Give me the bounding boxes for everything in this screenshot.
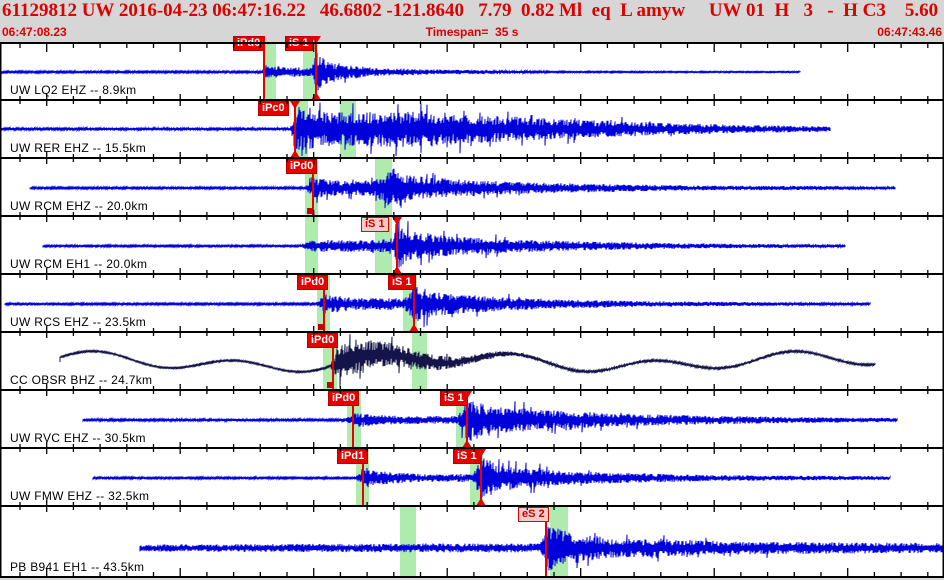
- phase-pick-line[interactable]: [315, 36, 317, 100]
- trace-row: iPd0 iS 1 UW LQ2 EHZ -- 8.9km: [0, 36, 944, 100]
- pick-marker-triangle-down: [311, 36, 321, 44]
- seismogram-waveform[interactable]: [0, 42, 944, 100]
- pick-marker-triangle-down: [290, 101, 300, 109]
- phase-pick-label[interactable]: iPd0: [233, 36, 265, 51]
- pick-marker-triangle-up: [462, 440, 472, 448]
- phase-pick-label[interactable]: iS 1: [388, 275, 416, 290]
- phase-pick-label[interactable]: eS 2: [518, 507, 549, 522]
- station-channel-label: UW RVC EHZ -- 30.5km: [10, 431, 146, 445]
- station-channel-label: UW LQ2 EHZ -- 8.9km: [10, 83, 137, 97]
- trace-row: iPd0 UW RCM EHZ -- 20.0km: [0, 158, 944, 216]
- pick-foot-marker: [307, 208, 313, 214]
- pick-marker-triangle-up: [392, 266, 402, 274]
- pick-foot-marker: [327, 382, 333, 388]
- event-summary-header: 61129812 UW 2016-04-23 06:47:16.22 46.68…: [2, 0, 944, 21]
- pick-marker-triangle-up: [476, 498, 486, 506]
- station-channel-label: UW RCS EHZ -- 23.5km: [10, 315, 147, 329]
- trace-row: iPd0 iS 1 UW RCS EHZ -- 23.5km: [0, 274, 944, 332]
- pick-marker-triangle-down: [476, 449, 486, 457]
- phase-pick-label[interactable]: iPd0: [307, 333, 339, 348]
- station-channel-label: UW RCM EH1 -- 20.0km: [10, 257, 148, 271]
- trace-row: eS 2 PB B941 EH1 -- 43.5km: [0, 506, 944, 577]
- phase-pick-label[interactable]: iPc0: [258, 101, 289, 116]
- pick-marker-triangle-down: [462, 391, 472, 399]
- timespan-label: Timespan= 35 s: [425, 24, 519, 39]
- pick-foot-marker: [318, 324, 324, 330]
- window-end-time: 06:47:43.46: [877, 24, 942, 39]
- pick-marker-triangle-up: [409, 324, 419, 332]
- station-channel-label: UW FMW EHZ -- 32.5km: [10, 489, 150, 503]
- trace-row: iS 1 UW RCM EH1 -- 20.0km: [0, 216, 944, 274]
- pick-marker-triangle-up: [311, 92, 321, 100]
- trace-row: iPd1 iS 1 UW FMW EHZ -- 32.5km: [0, 448, 944, 506]
- trace-row: iPc0 UW RER EHZ -- 15.5km: [0, 100, 944, 158]
- window-start-time: 06:47:08.23: [2, 24, 67, 39]
- station-channel-label: PB B941 EH1 -- 43.5km: [10, 560, 145, 574]
- pick-marker-triangle-down: [392, 217, 402, 225]
- station-channel-label: UW RER EHZ -- 15.5km: [10, 141, 147, 155]
- trace-area[interactable]: iPd0 iS 1 UW LQ2 EHZ -- 8.9km iPc0 UW RER EH…: [0, 36, 944, 578]
- phase-pick-label[interactable]: iPd0: [328, 391, 360, 406]
- pick-marker-triangle-up: [290, 150, 300, 158]
- station-channel-label: UW RCM EHZ -- 20.0km: [10, 199, 148, 213]
- phase-pick-label[interactable]: iPd0: [297, 275, 329, 290]
- station-channel-label: CC OBSR BHZ -- 24.7km: [10, 373, 153, 387]
- time-ruler-header: 06:47:08.23 Timespan= 35 s 06:47:43.46: [2, 23, 942, 40]
- phase-pick-label[interactable]: iS 1: [361, 217, 389, 232]
- phase-pick-label[interactable]: iPd1: [337, 449, 369, 464]
- phase-pick-label[interactable]: iPd0: [286, 159, 318, 174]
- trace-row: iPd0 CC OBSR BHZ -- 24.7km: [0, 332, 944, 390]
- trace-row: iPd0 iS 1 UW RVC EHZ -- 30.5km: [0, 390, 944, 448]
- phase-pick-label[interactable]: iS 1: [285, 36, 313, 51]
